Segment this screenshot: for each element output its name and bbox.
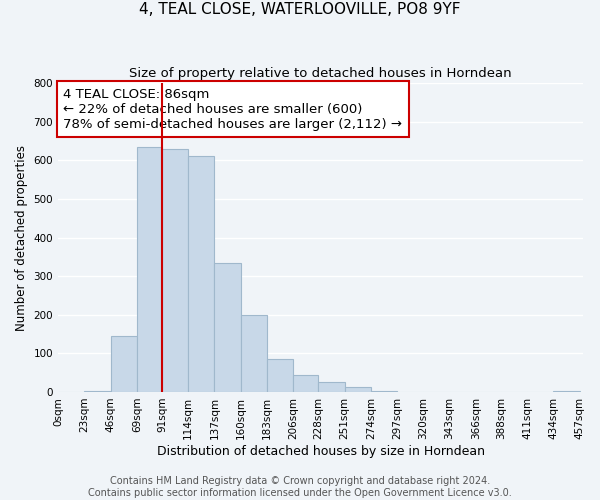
Bar	[214, 262, 241, 392]
Bar	[84, 391, 110, 392]
Bar	[188, 156, 214, 392]
Bar	[371, 391, 397, 392]
Y-axis label: Number of detached properties: Number of detached properties	[15, 144, 28, 330]
Text: 4, TEAL CLOSE, WATERLOOVILLE, PO8 9YF: 4, TEAL CLOSE, WATERLOOVILLE, PO8 9YF	[139, 2, 461, 18]
Bar	[344, 388, 371, 392]
Text: 4 TEAL CLOSE: 86sqm
← 22% of detached houses are smaller (600)
78% of semi-detac: 4 TEAL CLOSE: 86sqm ← 22% of detached ho…	[63, 88, 402, 130]
Text: Contains HM Land Registry data © Crown copyright and database right 2024.
Contai: Contains HM Land Registry data © Crown c…	[88, 476, 512, 498]
X-axis label: Distribution of detached houses by size in Horndean: Distribution of detached houses by size …	[157, 444, 485, 458]
Bar	[553, 391, 580, 392]
Bar	[110, 336, 137, 392]
Bar	[241, 314, 267, 392]
Bar	[162, 148, 188, 392]
Bar	[137, 147, 162, 392]
Bar	[318, 382, 344, 392]
Title: Size of property relative to detached houses in Horndean: Size of property relative to detached ho…	[129, 68, 512, 80]
Bar	[267, 359, 293, 392]
Bar	[293, 374, 318, 392]
